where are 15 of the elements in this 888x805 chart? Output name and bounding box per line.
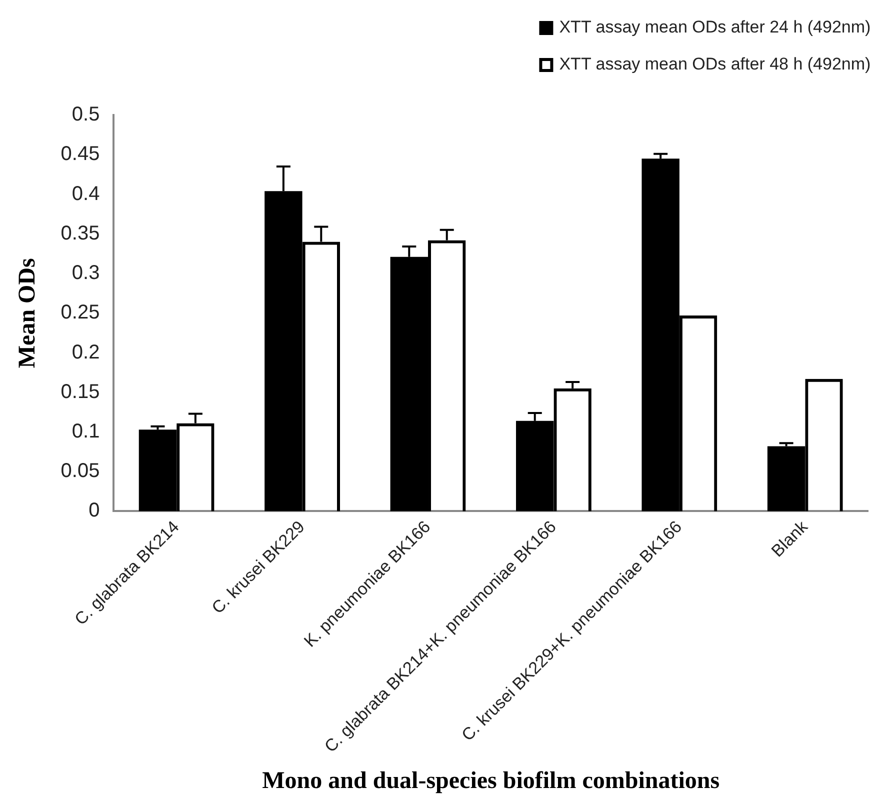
y-axis-title: Mean ODs xyxy=(14,258,41,368)
legend-label: XTT assay mean ODs after 24 h (492nm) xyxy=(559,18,871,37)
x-axis-title: Mono and dual-species biofilm combinations xyxy=(262,768,720,794)
y-tick-label: 0.25 xyxy=(60,302,100,324)
y-tick-label: 0.45 xyxy=(60,143,100,166)
y-tick-label: 0.5 xyxy=(72,104,100,126)
y-tick-label: 0.05 xyxy=(60,460,100,482)
y-tick-label: 0.1 xyxy=(72,420,100,442)
y-tick-label: 0.35 xyxy=(60,222,100,244)
y-tick-label: 0.15 xyxy=(60,380,100,403)
legend-label: XTT assay mean ODs after 48 h (492nm) xyxy=(559,54,871,74)
y-tick-label: 0 xyxy=(88,500,100,522)
y-tick-label: 0.4 xyxy=(72,182,100,205)
y-tick-label: 0.3 xyxy=(72,262,100,284)
y-tick-label: 0.2 xyxy=(72,341,100,364)
